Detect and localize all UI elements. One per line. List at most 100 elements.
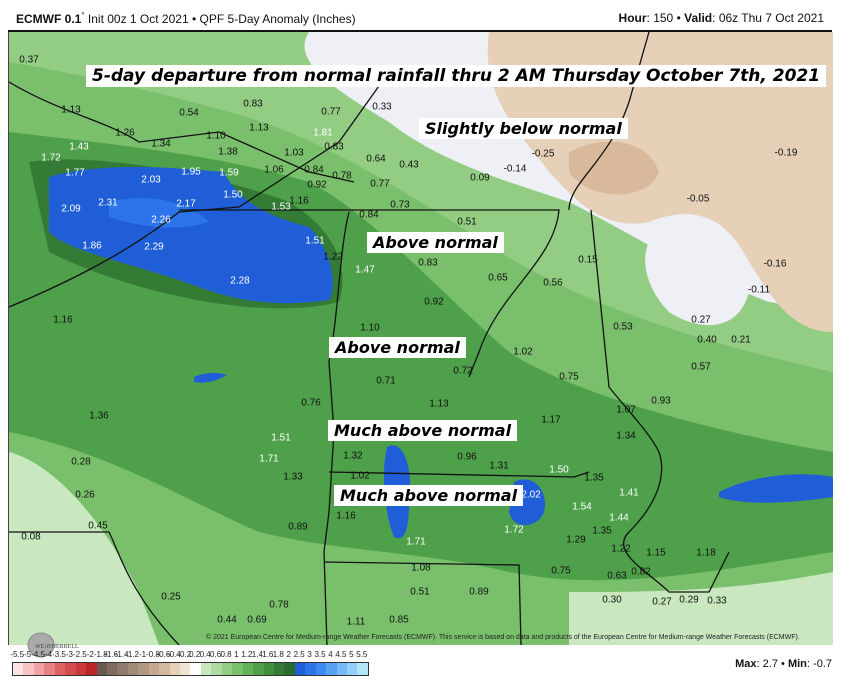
value-label: 1.34 <box>151 138 171 150</box>
value-label: 0.89 <box>469 586 489 598</box>
border-line <box>568 31 650 211</box>
value-label: 1.22 <box>323 251 343 263</box>
colorbar-cell <box>211 663 222 675</box>
degree-sign: ° <box>81 11 85 20</box>
light-zone-sw <box>9 452 159 645</box>
value-label: 0.77 <box>370 178 390 190</box>
valid-label: Valid <box>684 11 713 25</box>
colorbar-cell <box>65 663 76 675</box>
value-label: 0.33 <box>707 595 727 607</box>
colorbar-tick-label: -3.5 <box>52 650 66 659</box>
value-label: 1.77 <box>65 167 85 179</box>
colorbar-cell <box>190 663 201 675</box>
value-label: 0.72 <box>453 365 473 377</box>
value-label: 0.73 <box>390 199 410 211</box>
colorbar-tick-label: -0.8 <box>146 650 160 659</box>
value-label: 0.78 <box>332 170 352 182</box>
value-label: 0.30 <box>602 594 622 606</box>
value-label: -0.16 <box>763 258 787 270</box>
near-normal-pocket <box>645 239 749 326</box>
value-label: 1.16 <box>336 510 356 522</box>
colorbar-tick-label: -0.4 <box>166 650 181 659</box>
colorbar-tick-label: 1.8 <box>272 650 284 659</box>
value-label: 0.15 <box>578 254 598 266</box>
value-label: 0.51 <box>457 216 477 228</box>
copyright-notice: © 2021 European Centre for Medium-range … <box>206 634 800 641</box>
colorbar-cell <box>263 663 274 675</box>
value-label: 1.02 <box>513 346 533 358</box>
product-name: QPF 5-Day Anomaly (Inches) <box>199 12 356 26</box>
colorbar-tick-label: 5.5 <box>356 650 368 659</box>
weatherbell-logo: WEATHERBELL <box>27 632 79 658</box>
value-label: 1.08 <box>411 562 431 574</box>
colorbar-cell <box>336 663 347 675</box>
value-label: -0.05 <box>686 193 710 205</box>
value-label: 1.13 <box>61 104 81 116</box>
value-label: 1.29 <box>566 534 586 546</box>
st-lawrence-river <box>8 71 390 308</box>
colorbar-tick-label: -0.6 <box>156 650 171 659</box>
colorbar-tick-label: -1.2 <box>125 650 139 659</box>
value-label: -0.19 <box>774 147 798 159</box>
colorbar <box>12 662 369 676</box>
colorbar-tick-label: -5.5 <box>10 650 25 659</box>
max-blob-small <box>194 372 227 383</box>
colorbar-tick-label: 2.5 <box>293 650 305 659</box>
value-label: 0.85 <box>389 614 409 626</box>
separator: • <box>191 12 197 26</box>
border-line <box>8 81 355 183</box>
value-label: 1.16 <box>53 314 73 326</box>
value-label: 1.16 <box>289 195 309 207</box>
max-label: Max <box>735 658 757 670</box>
value-label: 1.50 <box>223 189 243 201</box>
value-label: 0.64 <box>366 153 386 165</box>
value-label: 2.29 <box>144 241 164 253</box>
value-label: 2.17 <box>176 198 196 210</box>
colorbar-cell <box>117 663 128 675</box>
value-label: 0.75 <box>559 371 579 383</box>
colorbar-cell <box>33 663 45 675</box>
value-label: 1.71 <box>259 453 279 465</box>
value-label: 2.28 <box>230 275 250 287</box>
value-label: 1.50 <box>549 464 569 476</box>
value-label: 2.31 <box>98 197 118 209</box>
border-line <box>179 209 560 378</box>
value-label: 1.35 <box>592 525 612 537</box>
much-above-annotation: Much above normal <box>328 420 518 441</box>
value-label: 0.83 <box>418 257 438 269</box>
value-label: 0.51 <box>410 586 430 598</box>
colorbar-tick-label: -5 <box>24 650 32 659</box>
colorbar-tick-label: 1.4 <box>251 650 263 659</box>
value-label: 0.76 <box>301 397 321 409</box>
colorbar-cell <box>13 663 24 675</box>
max-blob-core <box>109 198 209 228</box>
value-label: 1.43 <box>69 141 89 153</box>
colorbar-cell <box>273 663 285 675</box>
value-label: 1.10 <box>206 130 226 142</box>
value-label: 0.63 <box>607 570 627 582</box>
value-label: 0.92 <box>424 296 444 308</box>
separator: • <box>676 11 681 25</box>
value-label: 1.54 <box>572 501 592 513</box>
below-normal-region <box>487 32 833 332</box>
value-label: 1.17 <box>541 414 561 426</box>
separator: • <box>781 658 785 670</box>
colorbar-tick-label: 4.5 <box>335 650 347 659</box>
value-label: 0.09 <box>470 172 490 184</box>
header-left: ECMWF 0.1° Init 00z 1 Oct 2021 • QPF 5-D… <box>16 11 356 26</box>
colorbar-tick-label: -4.5 <box>31 650 45 659</box>
colorbar-cell <box>294 663 306 675</box>
value-label: 0.54 <box>179 107 199 119</box>
value-label: 0.84 <box>304 164 324 176</box>
value-label: 1.13 <box>249 122 269 134</box>
value-label: 1.35 <box>584 472 604 484</box>
value-label: 1.02 <box>350 470 370 482</box>
colorbar-tick-label: 5 <box>349 650 354 659</box>
value-label: 1.34 <box>616 430 636 442</box>
anomaly-map: 0.37 1.13 0.54 0.83 0.77 0.33 1.26 1.34 1.10 1.13… <box>8 31 833 658</box>
value-label: 1.41 <box>619 487 639 499</box>
value-label: 0.56 <box>543 277 563 289</box>
colorbar-cell <box>347 663 358 675</box>
colorbar-tick-label: 0.4 <box>199 650 211 659</box>
colorbar-cell <box>23 663 34 675</box>
